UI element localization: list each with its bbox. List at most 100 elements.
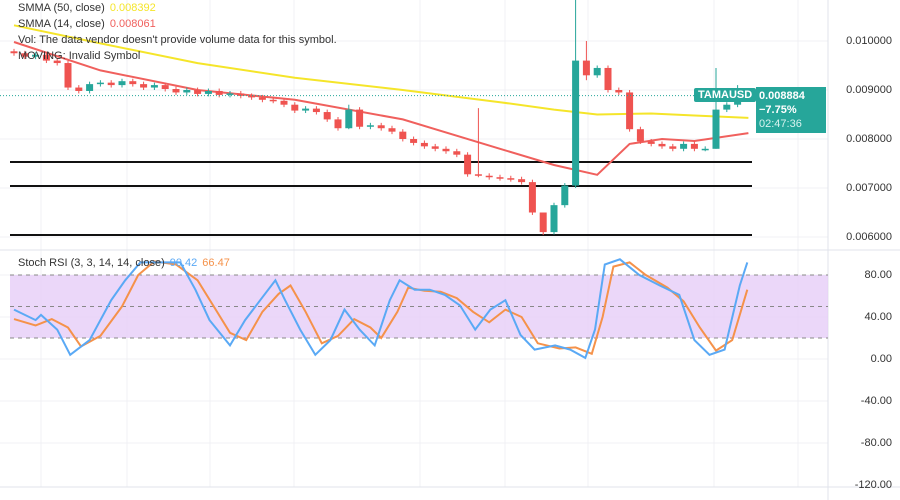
candle-body xyxy=(345,109,353,129)
candle-body xyxy=(269,99,277,102)
candle-body xyxy=(680,143,688,149)
candle-body xyxy=(194,90,202,94)
candle-body xyxy=(258,97,266,100)
candle-body xyxy=(410,139,418,143)
smma50-label: SMMA (50, close) xyxy=(18,2,105,14)
candle-body xyxy=(183,90,191,93)
stoch-axis-label: 80.00 xyxy=(864,269,892,281)
price-axis-label: 0.007000 xyxy=(846,182,892,194)
candle-body xyxy=(334,119,342,129)
candle-body xyxy=(518,179,526,183)
price-axis-label: 0.009000 xyxy=(846,84,892,96)
candle-body xyxy=(312,108,320,113)
price-axis-label: 0.010000 xyxy=(846,35,892,47)
candle-body xyxy=(658,143,666,147)
stoch-k-line xyxy=(13,258,749,360)
price-axis-label: 0.006000 xyxy=(846,231,892,243)
price-change: −7.75% xyxy=(759,104,797,116)
candle-body xyxy=(582,60,590,76)
candle-body xyxy=(356,109,364,127)
stoch-d-line xyxy=(13,260,749,356)
candle-body xyxy=(118,81,126,86)
last-price-box: 0.008884 −7.75% 02:47:36 xyxy=(756,87,826,133)
candle-body xyxy=(636,129,644,142)
candle-body xyxy=(323,112,331,120)
candle-body xyxy=(107,82,115,86)
stoch-rsi-legend[interactable]: Stoch RSI (3, 3, 14, 14, close) 90.42 66.4… xyxy=(18,257,230,269)
candle-body xyxy=(539,212,547,233)
candle-body xyxy=(399,131,407,139)
moving-legend[interactable]: MOVING: Invalid Symbol xyxy=(18,50,141,62)
candle-body xyxy=(302,108,310,111)
candle-body xyxy=(366,125,374,127)
stoch-axis-label: -120.00 xyxy=(854,479,892,491)
candle-body xyxy=(572,60,580,186)
candle-body xyxy=(604,67,612,90)
candle-body xyxy=(96,82,104,85)
candle-body xyxy=(507,178,515,180)
candle-body xyxy=(593,67,601,76)
stoch-d-value: 66.47 xyxy=(202,257,230,269)
candle-body xyxy=(431,146,439,149)
candle-body xyxy=(712,109,720,149)
candle-body xyxy=(485,175,493,178)
smma50-legend[interactable]: SMMA (50, close) 0.008392 xyxy=(18,2,156,14)
candle-body xyxy=(129,81,137,85)
stoch-k-value: 90.42 xyxy=(169,257,198,269)
smma50-value: 0.008392 xyxy=(109,2,156,14)
bar-countdown: 02:47:36 xyxy=(759,118,802,130)
smma14-label: SMMA (14, close) xyxy=(18,18,105,30)
candle-body xyxy=(86,84,94,91)
candle-body xyxy=(150,85,158,88)
candle-body xyxy=(496,177,504,179)
candle-body xyxy=(453,151,461,155)
candle-body xyxy=(32,54,40,57)
smma14-line xyxy=(13,41,749,176)
candle-body xyxy=(204,90,212,94)
candle-body xyxy=(561,185,569,206)
candle-body xyxy=(377,125,385,129)
candle-body xyxy=(172,89,180,93)
candle-body xyxy=(10,51,18,54)
candle-body xyxy=(215,90,223,95)
stoch-axis-label: -40.00 xyxy=(860,395,892,407)
stoch-axis-label: -80.00 xyxy=(860,437,892,449)
candle-body xyxy=(237,93,245,96)
candle-body xyxy=(723,104,731,110)
candle-body xyxy=(442,148,450,152)
candle-body xyxy=(420,142,428,147)
candle-body xyxy=(226,93,234,95)
last-price: 0.008884 xyxy=(759,90,805,102)
candle-body xyxy=(291,104,299,111)
candle-body xyxy=(626,92,634,130)
candle-body xyxy=(464,154,472,175)
candle-body xyxy=(53,60,61,64)
candle-body xyxy=(690,143,698,149)
volume-legend[interactable]: Vol: The data vendor doesn't provide vol… xyxy=(18,34,337,46)
candle-body xyxy=(42,54,50,61)
candle-body xyxy=(474,174,482,176)
symbol-tag: TAMAUSD xyxy=(694,88,757,102)
candle-body xyxy=(550,205,558,233)
smma14-value: 0.008061 xyxy=(109,18,156,30)
candle-body xyxy=(161,85,169,90)
candle-body xyxy=(669,146,677,149)
candle-body xyxy=(528,182,536,213)
price-axis-label: 0.008000 xyxy=(846,133,892,145)
smma14-legend[interactable]: SMMA (14, close) 0.008061 xyxy=(18,18,156,30)
candle-body xyxy=(701,148,709,151)
candle-body xyxy=(75,87,83,91)
candle-body xyxy=(280,100,288,105)
smma50-line xyxy=(13,24,749,119)
stoch-axis-label: 0.00 xyxy=(870,353,892,365)
candle-body xyxy=(140,84,148,88)
candle-body xyxy=(64,63,72,88)
candle-body xyxy=(248,95,256,98)
candle-body xyxy=(647,141,655,144)
candle-body xyxy=(615,90,623,93)
stoch-rsi-label: Stoch RSI (3, 3, 14, 14, close) xyxy=(18,257,165,269)
candle-body xyxy=(21,53,29,57)
candle-body xyxy=(388,128,396,132)
